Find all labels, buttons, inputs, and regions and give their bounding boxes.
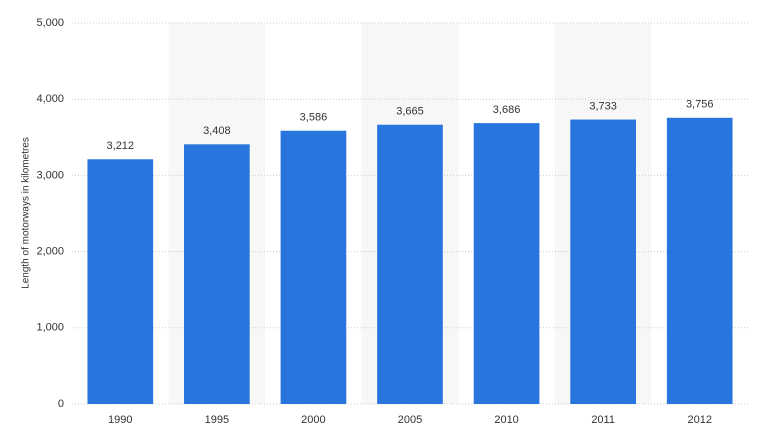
bar (666, 117, 733, 405)
x-tick-label: 2012 (687, 414, 711, 426)
bar (280, 130, 347, 404)
x-tick-label: 2010 (494, 414, 518, 426)
bar (377, 124, 443, 405)
value-label: 3,756 (686, 99, 714, 111)
y-tick-label: 5,000 (36, 17, 64, 29)
bar (87, 159, 154, 404)
y-tick-label: 3,000 (36, 169, 64, 181)
value-label: 3,665 (396, 106, 424, 118)
value-label: 3,733 (589, 100, 617, 112)
value-label: 3,212 (107, 140, 135, 152)
x-tick-label: 1990 (108, 414, 132, 426)
x-tick-label: 2011 (591, 414, 615, 426)
y-tick-label: 2,000 (36, 246, 64, 258)
bar (473, 123, 540, 404)
value-label: 3,586 (300, 112, 328, 124)
x-tick-label: 2005 (398, 414, 422, 426)
bar (570, 119, 636, 404)
x-tick-label: 2000 (301, 414, 325, 426)
value-label: 3,408 (203, 125, 231, 137)
y-tick-label: 4,000 (36, 93, 64, 105)
y-tick-label: 0 (58, 398, 64, 410)
x-tick-label: 1995 (205, 414, 229, 426)
y-axis-label: Length of motorways in kilometres (21, 137, 32, 289)
bar (184, 144, 250, 404)
value-label: 3,686 (493, 104, 521, 116)
y-tick-label: 1,000 (36, 322, 64, 334)
